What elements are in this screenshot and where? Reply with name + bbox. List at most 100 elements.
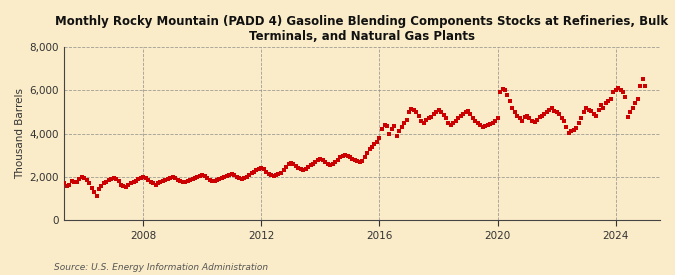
Point — [190, 176, 200, 180]
Point — [573, 121, 584, 125]
Point — [416, 119, 427, 123]
Point — [384, 131, 395, 136]
Point — [443, 121, 454, 125]
Point — [514, 116, 525, 121]
Point — [313, 158, 323, 162]
Point — [630, 101, 641, 106]
Point — [61, 183, 72, 188]
Point — [379, 123, 390, 127]
Point — [197, 173, 208, 177]
Point — [323, 162, 333, 166]
Point — [194, 174, 205, 178]
Point — [236, 177, 247, 181]
Point — [115, 182, 126, 187]
Point — [103, 178, 114, 182]
Point — [187, 177, 198, 181]
Point — [387, 127, 398, 131]
Point — [276, 170, 287, 175]
Point — [591, 114, 601, 119]
Point — [485, 122, 495, 126]
Point — [634, 84, 645, 88]
Point — [559, 119, 570, 123]
Point — [625, 110, 636, 114]
Point — [91, 194, 102, 199]
Point — [406, 106, 416, 111]
Point — [470, 119, 481, 123]
Point — [441, 116, 452, 121]
Point — [136, 176, 146, 180]
Point — [608, 90, 619, 95]
Point — [221, 174, 232, 178]
Point — [586, 109, 597, 113]
Point — [261, 169, 272, 174]
Text: Source: U.S. Energy Information Administration: Source: U.S. Energy Information Administ… — [54, 263, 268, 272]
Point — [610, 88, 621, 92]
Point — [483, 123, 493, 127]
Point — [263, 172, 274, 176]
Point — [239, 176, 250, 180]
Point — [320, 160, 331, 164]
Point — [394, 129, 405, 134]
Point — [392, 134, 402, 138]
Point — [359, 155, 370, 160]
Point — [357, 158, 368, 163]
Point — [468, 116, 479, 121]
Point — [234, 176, 244, 180]
Point — [640, 84, 651, 88]
Point — [241, 175, 252, 179]
Point — [69, 180, 80, 185]
Point — [96, 183, 107, 188]
Point — [421, 117, 431, 122]
Point — [217, 176, 227, 180]
Point — [502, 92, 513, 97]
Point — [84, 181, 95, 186]
Point — [632, 97, 643, 101]
Point — [516, 119, 527, 123]
Point — [350, 158, 360, 162]
Point — [598, 105, 609, 110]
Point — [281, 165, 292, 169]
Point — [335, 155, 346, 160]
Point — [288, 162, 298, 166]
Point — [423, 116, 434, 121]
Point — [278, 168, 289, 173]
Point — [564, 130, 574, 135]
Point — [317, 158, 328, 162]
Point — [259, 167, 269, 172]
Point — [500, 88, 510, 92]
Point — [182, 179, 193, 183]
Point — [605, 97, 616, 101]
Point — [374, 136, 385, 140]
Point — [226, 172, 237, 176]
Point — [446, 123, 456, 127]
Point — [108, 176, 119, 180]
Point — [330, 160, 341, 164]
Point — [256, 166, 267, 170]
Point — [505, 99, 516, 103]
Point — [172, 178, 183, 182]
Point — [580, 105, 591, 110]
Point — [433, 108, 444, 112]
Point — [295, 167, 306, 172]
Point — [342, 154, 353, 159]
Point — [539, 112, 549, 116]
Point — [413, 114, 424, 119]
Point — [254, 167, 265, 172]
Point — [551, 110, 562, 114]
Point — [94, 187, 105, 191]
Point — [408, 108, 419, 112]
Point — [153, 181, 163, 186]
Point — [418, 121, 429, 125]
Point — [224, 173, 235, 177]
Point — [389, 124, 400, 128]
Point — [290, 164, 301, 168]
Point — [286, 161, 296, 165]
Point — [554, 112, 564, 116]
Point — [364, 147, 375, 151]
Point — [269, 174, 279, 178]
Point — [207, 179, 217, 183]
Point — [315, 156, 326, 161]
Point — [507, 105, 518, 110]
Point — [448, 121, 459, 125]
Point — [81, 178, 92, 182]
